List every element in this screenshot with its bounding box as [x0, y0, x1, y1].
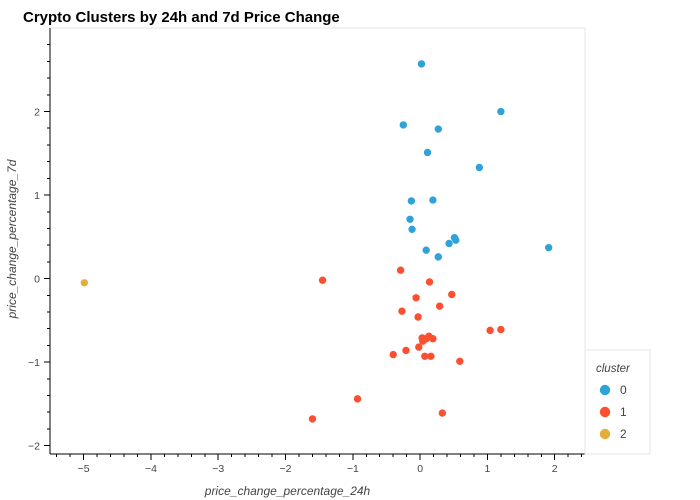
data-point-cluster-1 [438, 409, 447, 417]
data-point-cluster-1 [402, 346, 410, 355]
data-point-cluster-0 [497, 107, 505, 116]
legend-label: 0 [620, 383, 627, 397]
data-point-cluster-0 [434, 125, 442, 133]
legend-label: 2 [620, 427, 627, 441]
data-point-cluster-0 [434, 253, 442, 261]
data-point-cluster-0 [408, 225, 416, 234]
legend-swatch [599, 428, 611, 440]
data-points [80, 60, 553, 423]
data-point-cluster-1 [353, 395, 362, 403]
x-tick-label: −5 [78, 463, 90, 475]
data-point-cluster-1 [486, 326, 494, 335]
y-axis-ticks: −2 −1 0 1 2 [28, 44, 50, 453]
data-point-cluster-0 [417, 60, 426, 68]
data-point-cluster-1 [456, 357, 464, 365]
x-tick-label: −1 [347, 463, 359, 475]
data-point-cluster-0 [407, 197, 416, 205]
data-point-cluster-0 [475, 163, 484, 172]
y-tick-label: 0 [34, 274, 40, 286]
legend-swatch [599, 384, 611, 396]
data-point-cluster-0 [406, 215, 414, 223]
x-tick-label: −2 [280, 463, 292, 475]
data-point-cluster-1 [429, 335, 437, 343]
data-point-cluster-0 [429, 196, 437, 204]
legend-title: cluster [596, 363, 631, 375]
x-tick-label: −3 [212, 463, 224, 475]
y-axis-label: price_change_percentage_7d [5, 159, 19, 319]
data-point-cluster-1 [396, 266, 405, 274]
data-point-cluster-1 [414, 313, 422, 321]
data-point-cluster-1 [308, 415, 317, 423]
y-tick-label: 1 [34, 190, 40, 202]
data-point-cluster-2 [80, 279, 89, 287]
legend-box [584, 349, 651, 455]
data-point-cluster-0 [423, 148, 432, 157]
data-point-cluster-1 [427, 352, 435, 360]
legend-label: 1 [620, 405, 627, 419]
data-point-cluster-0 [452, 236, 460, 244]
data-point-cluster-1 [389, 350, 397, 359]
data-point-cluster-1 [421, 352, 429, 360]
x-tick-label: 2 [552, 463, 558, 475]
x-tick-label: 0 [417, 463, 423, 475]
x-axis-label: price_change_percentage_24h [204, 484, 371, 498]
data-point-cluster-1 [497, 325, 505, 334]
data-point-cluster-0 [445, 239, 453, 248]
data-point-cluster-1 [419, 337, 427, 345]
y-tick-label: −2 [28, 441, 40, 453]
plot-area [49, 27, 586, 455]
y-tick-label: −1 [28, 357, 40, 369]
data-point-cluster-1 [412, 294, 420, 302]
data-point-cluster-1 [318, 276, 327, 284]
data-point-cluster-1 [415, 343, 423, 351]
data-point-cluster-1 [435, 302, 444, 310]
x-tick-label: 1 [484, 463, 490, 475]
data-point-cluster-0 [399, 121, 408, 129]
data-point-cluster-1 [425, 278, 434, 286]
data-point-cluster-1 [448, 290, 456, 299]
data-point-cluster-0 [544, 243, 553, 252]
chart-title: Crypto Clusters by 24h and 7d Price Chan… [23, 9, 340, 26]
data-point-cluster-1 [398, 307, 406, 315]
x-tick-label: −4 [145, 463, 157, 475]
legend: cluster 0 1 2 [584, 349, 651, 455]
y-tick-label: 2 [34, 107, 40, 119]
legend-swatch [599, 406, 611, 418]
data-point-cluster-0 [422, 246, 430, 254]
x-axis-ticks: −5 −4 −3 −2 −1 0 1 2 [56, 454, 583, 475]
legend-items: 0 1 2 [599, 383, 627, 441]
